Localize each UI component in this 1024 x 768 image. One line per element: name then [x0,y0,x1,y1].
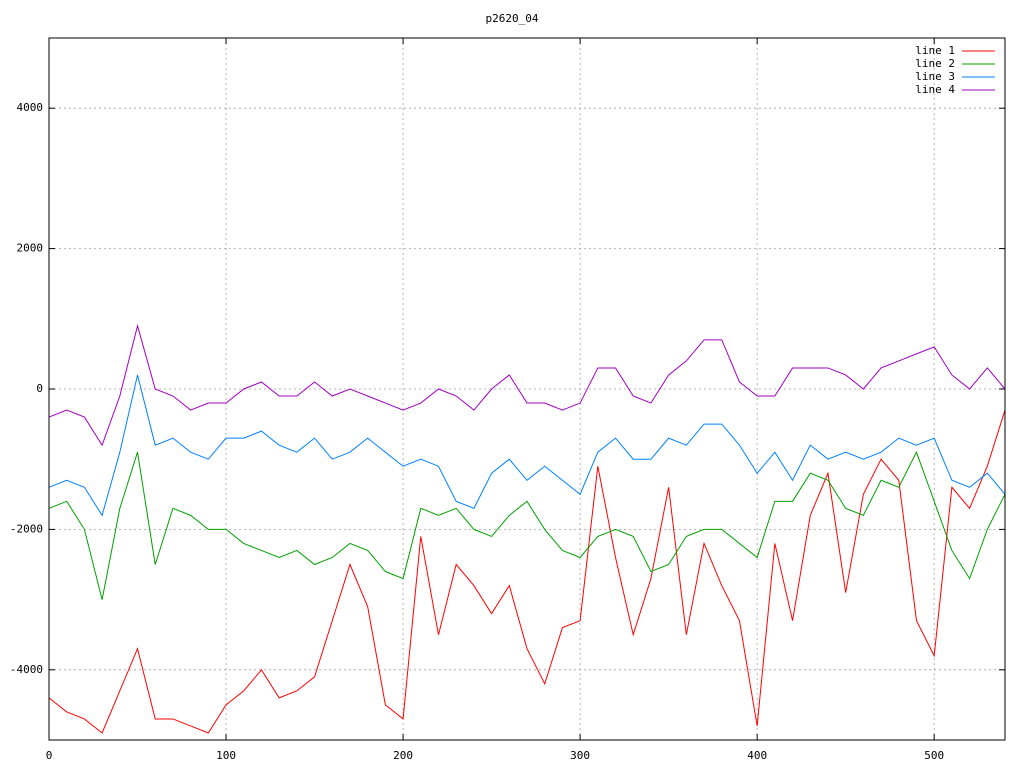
legend-label: line 3 [915,70,955,83]
x-tick-label: 0 [46,749,53,762]
data-line [48,374,1006,517]
y-tick-label: 4000 [17,101,44,114]
legend-label: line 4 [915,83,955,96]
legend-label: line 1 [915,44,955,57]
x-tick-label: 200 [393,749,413,762]
legend-label: line 2 [915,57,955,70]
x-tick-label: 100 [216,749,236,762]
y-tick-label: -4000 [10,663,43,676]
y-tick-label: 2000 [17,242,44,255]
plot-border [48,37,1006,741]
x-tick-label: 400 [747,749,767,762]
x-tick-label: 500 [924,749,944,762]
data-line [48,450,1006,600]
chart-title: p2620_04 [486,12,539,25]
data-line [48,323,1006,447]
y-tick-label: -2000 [10,522,43,535]
y-tick-label: 0 [36,382,43,395]
data-line [48,409,1006,734]
x-tick-label: 300 [570,749,590,762]
